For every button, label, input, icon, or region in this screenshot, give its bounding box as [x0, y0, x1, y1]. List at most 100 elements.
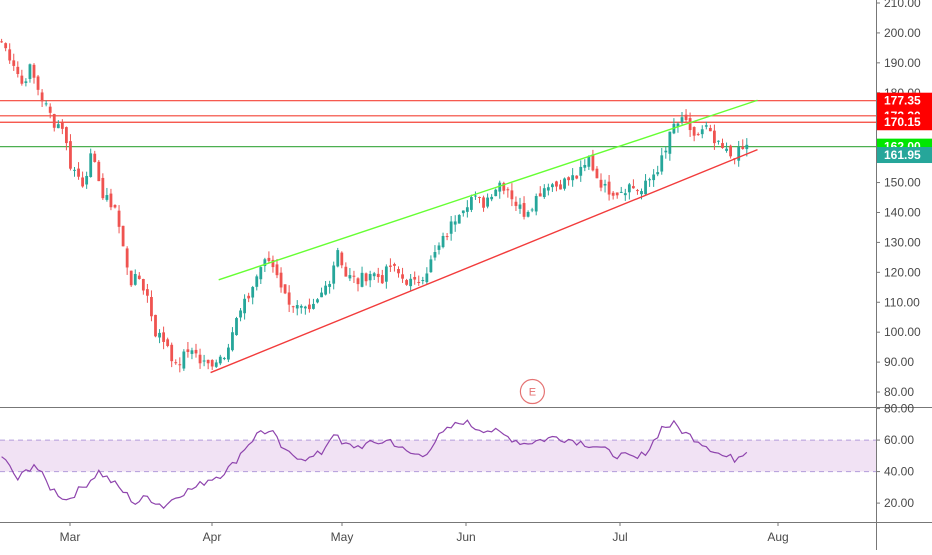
candle[interactable]: [259, 267, 263, 280]
candle[interactable]: [158, 332, 161, 338]
candle[interactable]: [465, 207, 469, 212]
candle[interactable]: [97, 161, 101, 182]
candle[interactable]: [109, 193, 113, 208]
candle[interactable]: [320, 292, 323, 298]
candle[interactable]: [445, 236, 449, 238]
candle[interactable]: [60, 122, 64, 129]
candle[interactable]: [429, 259, 433, 273]
candle[interactable]: [708, 127, 712, 132]
candle[interactable]: [235, 318, 238, 336]
candle[interactable]: [206, 359, 210, 364]
candle[interactable]: [684, 114, 688, 121]
candle[interactable]: [538, 193, 542, 197]
candle[interactable]: [721, 143, 724, 149]
candle[interactable]: [490, 196, 494, 200]
candle[interactable]: [652, 174, 656, 181]
candle[interactable]: [567, 177, 570, 181]
earnings-marker[interactable]: [519, 378, 546, 405]
candle[interactable]: [348, 275, 352, 279]
candle[interactable]: [656, 172, 660, 175]
candle[interactable]: [125, 248, 129, 268]
candle[interactable]: [376, 273, 380, 278]
candle[interactable]: [696, 134, 700, 136]
candle[interactable]: [73, 169, 76, 171]
candle[interactable]: [575, 175, 579, 179]
candle[interactable]: [457, 215, 461, 224]
candle[interactable]: [725, 148, 728, 151]
candle[interactable]: [360, 272, 364, 287]
candle[interactable]: [303, 306, 307, 309]
candle[interactable]: [417, 281, 421, 283]
candle[interactable]: [648, 179, 651, 181]
candle[interactable]: [660, 155, 664, 172]
candle[interactable]: [717, 140, 720, 142]
candle[interactable]: [210, 360, 214, 367]
candle[interactable]: [514, 201, 518, 206]
candle[interactable]: [498, 182, 502, 192]
candle[interactable]: [486, 197, 489, 207]
candle[interactable]: [194, 349, 198, 354]
candle[interactable]: [308, 304, 311, 310]
candle[interactable]: [583, 164, 587, 168]
candle[interactable]: [563, 178, 566, 189]
candle[interactable]: [4, 43, 8, 49]
candle[interactable]: [433, 252, 437, 258]
candle[interactable]: [478, 197, 481, 199]
candle[interactable]: [384, 266, 388, 282]
candle[interactable]: [214, 362, 218, 367]
candle[interactable]: [89, 153, 93, 177]
candle[interactable]: [150, 297, 153, 317]
candle[interactable]: [316, 299, 319, 303]
candle[interactable]: [312, 303, 315, 309]
candle[interactable]: [595, 168, 599, 179]
candle[interactable]: [85, 175, 89, 185]
candle[interactable]: [141, 279, 145, 291]
candle[interactable]: [571, 175, 575, 181]
candle[interactable]: [174, 362, 178, 364]
candle[interactable]: [328, 284, 332, 287]
candle[interactable]: [69, 141, 72, 169]
candle[interactable]: [344, 266, 348, 277]
candle[interactable]: [470, 197, 473, 210]
candle[interactable]: [729, 145, 732, 157]
candle[interactable]: [227, 347, 230, 360]
candle[interactable]: [461, 210, 465, 214]
candle[interactable]: [676, 123, 680, 128]
candle[interactable]: [534, 196, 538, 212]
candle[interactable]: [364, 273, 368, 282]
candle[interactable]: [129, 270, 133, 286]
candle[interactable]: [101, 177, 105, 199]
candle[interactable]: [700, 129, 704, 135]
trendline-upper[interactable]: [218, 99, 758, 281]
candle[interactable]: [182, 351, 186, 369]
candle[interactable]: [267, 257, 271, 261]
candle[interactable]: [16, 66, 20, 74]
candle[interactable]: [146, 289, 149, 296]
candle[interactable]: [255, 276, 259, 287]
candle[interactable]: [615, 192, 619, 196]
candle[interactable]: [680, 117, 684, 122]
candle[interactable]: [668, 131, 672, 154]
candle[interactable]: [474, 195, 477, 197]
candle[interactable]: [413, 277, 417, 280]
candle[interactable]: [190, 350, 194, 354]
candle[interactable]: [405, 280, 408, 285]
candle[interactable]: [56, 124, 60, 129]
candle[interactable]: [0, 41, 3, 43]
candle[interactable]: [453, 221, 457, 225]
candle[interactable]: [542, 188, 546, 198]
candle[interactable]: [198, 354, 202, 364]
candle[interactable]: [117, 210, 121, 227]
candle[interactable]: [449, 221, 453, 234]
candle[interactable]: [52, 114, 56, 128]
candle[interactable]: [352, 275, 356, 277]
candle[interactable]: [65, 127, 68, 144]
candle[interactable]: [336, 250, 340, 267]
candle[interactable]: [741, 146, 745, 149]
candle[interactable]: [368, 274, 372, 281]
candle[interactable]: [611, 192, 615, 196]
candle[interactable]: [603, 183, 607, 186]
candle[interactable]: [627, 184, 631, 193]
candle[interactable]: [530, 209, 534, 211]
